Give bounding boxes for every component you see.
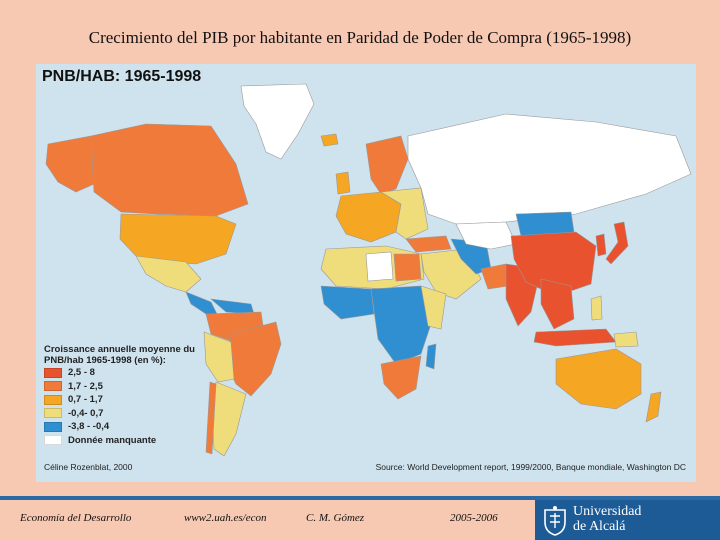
madagascar: [425, 343, 437, 370]
southeast-asia: [540, 278, 575, 330]
logo-line1: Universidad: [573, 504, 642, 519]
legend-row: Donnée manquante: [44, 434, 224, 448]
caribbean: [210, 298, 255, 315]
university-emblem-icon: [544, 506, 566, 536]
turkey: [405, 235, 452, 253]
central-asia: [455, 221, 517, 250]
map-heading: PNB/HAB: 1965-1998: [42, 68, 202, 85]
legend-row: -3,8 - -0,4: [44, 420, 224, 434]
china: [510, 231, 597, 297]
footer-divider: [0, 496, 720, 500]
australia: [555, 348, 642, 410]
indonesia: [533, 328, 617, 347]
japan: [605, 221, 629, 265]
footer-years: 2005-2006: [450, 512, 498, 524]
legend-label: 1,7 - 2,5: [68, 380, 103, 392]
west-africa: [320, 285, 375, 320]
legend-swatch: [44, 435, 62, 446]
peru-bolivia: [203, 331, 235, 383]
legend-swatch: [44, 408, 62, 419]
map-credit: Céline Rozenblat, 2000: [44, 462, 133, 472]
russia: [407, 113, 692, 225]
world-map-svg: [45, 83, 692, 457]
egypt: [393, 253, 422, 282]
legend-row: -0,4- 0,7: [44, 407, 224, 421]
world-map: PNB/HAB: 1965-1998 Croissance annuelle m…: [36, 64, 696, 482]
footer: Economía del Desarrollo www2.uah.es/econ…: [0, 500, 720, 540]
legend: Croissance annuelle moyenne du PNB/hab 1…: [44, 344, 224, 447]
slide-title: Crecimiento del PIB por habitante en Par…: [88, 28, 632, 47]
footer-url: www2.uah.es/econ: [184, 512, 267, 524]
brazil: [225, 321, 282, 397]
legend-swatch: [44, 421, 62, 432]
canada: [90, 123, 249, 217]
papua: [613, 331, 639, 348]
logo-text: Universidad de Alcalá: [573, 504, 641, 534]
legend-swatch: [44, 367, 62, 378]
legend-row: 2,5 - 8: [44, 366, 224, 380]
logo-line2: de Alcalá: [573, 519, 626, 534]
alaska: [45, 135, 95, 193]
iceland: [320, 133, 339, 147]
usa: [119, 213, 237, 265]
central-america: [185, 291, 219, 317]
legend-row: 0,7 - 1,7: [44, 393, 224, 407]
footer-course: Economía del Desarrollo: [20, 512, 132, 524]
legend-label: Donnée manquante: [68, 434, 157, 446]
footer-author: C. M. Gómez: [306, 512, 365, 524]
korea: [595, 233, 607, 257]
map-source: Source: World Development report, 1999/2…: [375, 462, 686, 472]
new-zealand: [645, 391, 662, 423]
western-europe: [335, 191, 402, 243]
central-africa: [370, 285, 432, 365]
legend-swatch: [44, 394, 62, 405]
legend-title: Croissance annuelle moyenne du PNB/hab 1…: [44, 344, 195, 366]
legend-label: -3,8 - -0,4: [68, 421, 110, 433]
greenland: [240, 83, 315, 160]
uk: [335, 171, 351, 195]
southern-africa: [380, 355, 422, 400]
scandinavia: [365, 135, 409, 195]
legend-swatch: [44, 381, 62, 392]
east-africa: [420, 285, 447, 330]
legend-label: 0,7 - 1,7: [68, 394, 103, 406]
chile: [205, 381, 217, 455]
philippines: [590, 295, 603, 321]
libya: [365, 251, 394, 282]
university-logo: Universidad de Alcalá: [535, 500, 720, 540]
legend-row: 1,7 - 2,5: [44, 380, 224, 394]
legend-label: -0,4- 0,7: [68, 407, 104, 419]
legend-label: 2,5 - 8: [68, 367, 95, 379]
